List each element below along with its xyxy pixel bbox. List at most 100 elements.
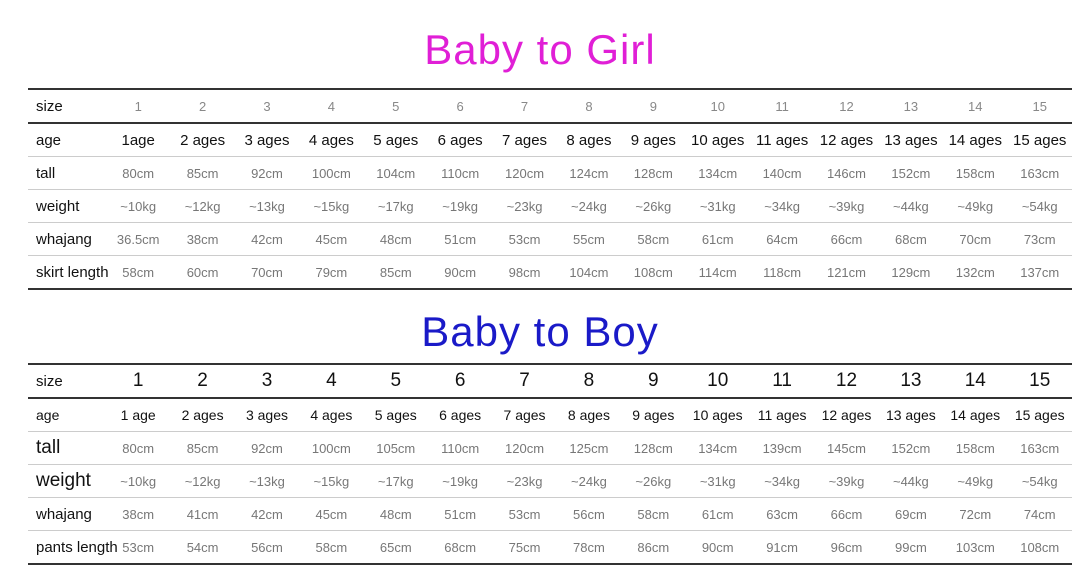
table-cell: 58cm [621, 222, 686, 256]
row-label: pants length [36, 538, 118, 556]
table-cell: 105cm [363, 431, 428, 465]
table-cell: ~31kg [685, 464, 750, 498]
table-cell: 48cm [363, 222, 428, 256]
boy-size-table: size 1 2 3 4 5 6 7 8 9 10 11 12 13 14 15 age 1 age 2 ages 3… [28, 363, 1072, 565]
table-cell: 129cm [891, 264, 931, 280]
table-cell: 11 [749, 89, 815, 124]
table-cell: 104cm [569, 264, 609, 280]
table-cell: ~13kg [234, 464, 300, 498]
table-cell: 8 ages [556, 398, 622, 432]
table-cell: 6 [427, 364, 493, 399]
table-cell: 66cm [814, 497, 879, 531]
table-cell: 92cm [234, 156, 300, 190]
table-row-weight: weight ~10kg ~12kg ~13kg ~15kg ~17kg ~19kg ~23k… [28, 464, 1072, 498]
table-cell: 55cm [556, 222, 622, 256]
row-label: age [28, 398, 106, 432]
table-cell: 134cm [685, 431, 750, 465]
table-cell: 69cm [878, 497, 944, 531]
table-cell: 121cm [826, 264, 866, 280]
table-cell: ~49kg [943, 189, 1008, 223]
table-cell: ~23kg [492, 464, 557, 498]
table-cell: 15 [1007, 364, 1072, 399]
table-cell: 128cm [621, 431, 686, 465]
girl-size-chart-title: Baby to Girl [424, 26, 656, 73]
table-row-age: age 1 age 2 ages 3 ages 4 ages 5 ages 6 ages 7 … [28, 398, 1072, 432]
table-cell: 9 [621, 364, 686, 399]
table-cell: ~12kg [170, 189, 235, 223]
table-cell: 4 [299, 89, 364, 124]
table-cell: 12 ages [814, 123, 879, 157]
table-cell: 10 [685, 89, 750, 124]
row-label: weight [28, 189, 106, 223]
table-cell: 134cm [685, 156, 750, 190]
table-cell: ~24kg [556, 464, 622, 498]
table-cell: ~13kg [234, 189, 300, 223]
table-cell: 9 [621, 89, 686, 124]
table-cell: 5 ages [363, 123, 428, 157]
table-cell: 8 ages [556, 123, 622, 157]
row-label: whajang [28, 497, 106, 531]
table-cell: 7 [492, 364, 557, 399]
table-cell: 96cm [830, 539, 863, 555]
table-cell: 120cm [492, 431, 557, 465]
table-cell: ~44kg [878, 464, 944, 498]
row-label: skirt length [36, 263, 109, 281]
table-cell: 53cm [492, 497, 557, 531]
table-cell: 3 [234, 89, 300, 124]
table-cell: 13 ages [878, 123, 944, 157]
table-cell: 99cm [894, 539, 927, 555]
table-cell: 12 [814, 89, 879, 124]
table-cell: 3 [234, 364, 300, 399]
table-cell: 2 [170, 364, 235, 399]
table-cell: 53cm [122, 539, 155, 555]
table-cell: 8 [556, 364, 622, 399]
table-cell: ~26kg [621, 189, 686, 223]
table-cell: 14 ages [943, 123, 1008, 157]
table-cell: 51cm [427, 497, 493, 531]
table-cell: 80cm [106, 156, 171, 190]
table-cell: 4 ages [299, 123, 364, 157]
table-cell: 104cm [363, 156, 428, 190]
table-cell: 86cm [637, 539, 670, 555]
table-cell: 15 ages [1007, 398, 1072, 432]
table-cell: 61cm [685, 497, 750, 531]
table-cell: ~26kg [621, 464, 686, 498]
table-cell: 14 [943, 89, 1008, 124]
table-cell: 128cm [621, 156, 686, 190]
table-cell: 12 ages [814, 398, 879, 432]
table-cell: 63cm [749, 497, 815, 531]
table-cell: ~19kg [427, 189, 493, 223]
table-row-size: size 1 2 3 4 5 6 7 8 9 10 11 12 13 14 15 [28, 364, 1072, 399]
table-cell: 7 ages [492, 123, 557, 157]
table-cell: ~31kg [685, 189, 750, 223]
table-cell: 145cm [814, 431, 879, 465]
table-cell: 114cm [698, 264, 737, 280]
table-cell: 100cm [299, 431, 364, 465]
table-cell: 3 ages [234, 123, 300, 157]
table-cell: ~10kg [106, 189, 171, 223]
table-cell: 7 ages [492, 398, 557, 432]
table-cell: 5 ages [363, 398, 428, 432]
table-cell: 2 ages [170, 123, 235, 157]
table-cell: 10 [685, 364, 750, 399]
table-cell: 58cm [122, 264, 155, 280]
table-cell: 64cm [749, 222, 815, 256]
table-cell: 163cm [1007, 156, 1072, 190]
table-cell: 11 ages [749, 398, 815, 432]
table-cell: 152cm [878, 156, 944, 190]
table-cell: 58cm [315, 539, 348, 555]
table-cell: 2 ages [170, 398, 235, 432]
table-cell: ~15kg [299, 189, 364, 223]
table-cell: 152cm [878, 431, 944, 465]
table-cell: 110cm [427, 156, 493, 190]
table-cell: 108cm [633, 264, 673, 280]
table-cell: 108cm [1020, 539, 1060, 555]
table-cell: 90cm [444, 264, 477, 280]
table-cell: ~19kg [427, 464, 493, 498]
table-cell: 110cm [427, 431, 493, 465]
table-cell: 8 [556, 89, 622, 124]
table-cell: 137cm [1020, 264, 1060, 280]
table-cell: 70cm [251, 264, 283, 280]
table-row-weight: weight ~10kg ~12kg ~13kg ~15kg ~17kg ~19kg ~23k… [28, 189, 1072, 223]
row-label: size [28, 89, 106, 124]
